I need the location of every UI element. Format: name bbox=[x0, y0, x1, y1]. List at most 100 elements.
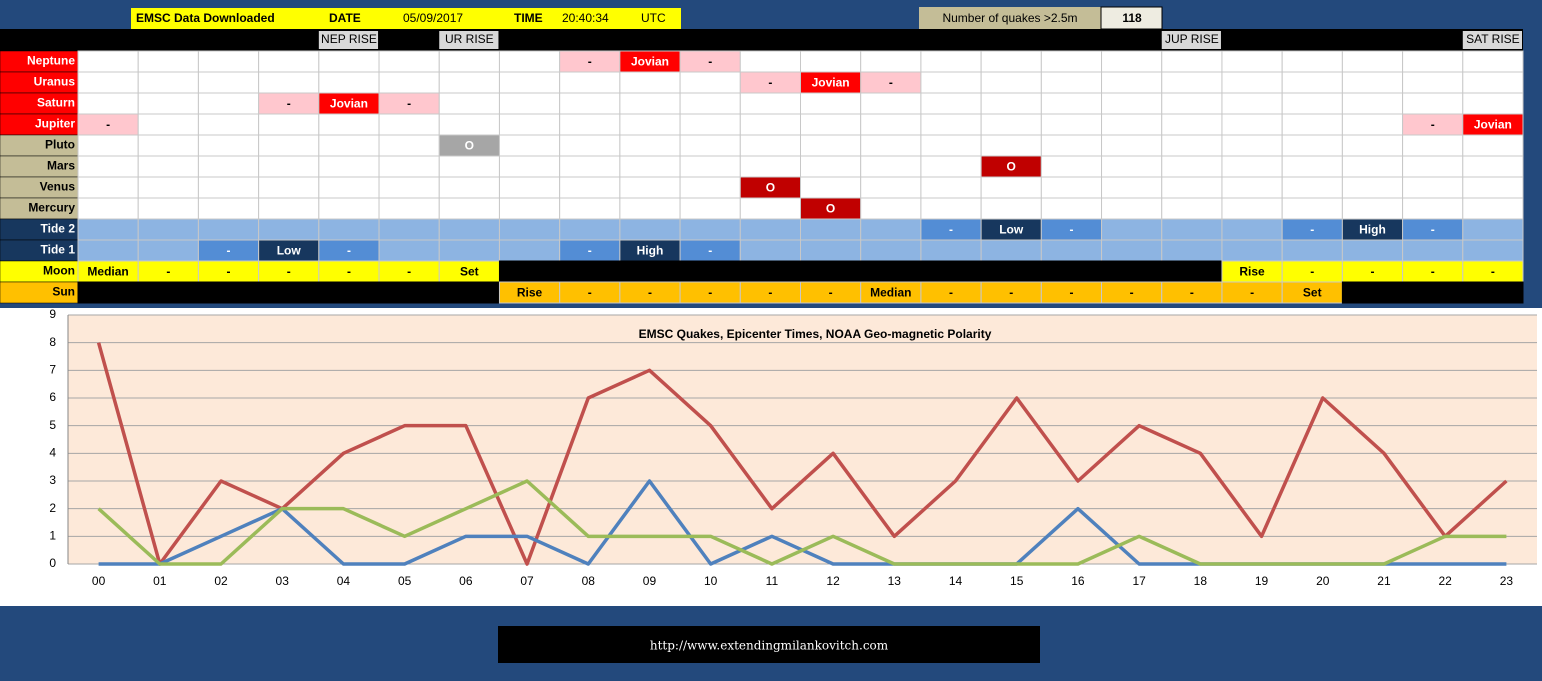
planet-grid: NEP RISE UR RISE JUP RISE SAT RISE Neptune - J… bbox=[0, 31, 1524, 304]
cell-text: Median bbox=[87, 265, 128, 279]
cell bbox=[137, 197, 199, 220]
cell bbox=[318, 134, 380, 157]
cell bbox=[438, 92, 500, 115]
cell bbox=[1221, 113, 1283, 136]
cell bbox=[318, 197, 380, 220]
cell bbox=[1221, 92, 1283, 115]
cell bbox=[1281, 239, 1343, 262]
cell bbox=[1221, 197, 1283, 220]
cell bbox=[800, 239, 862, 262]
x-tick-label: 10 bbox=[704, 574, 718, 588]
x-tick-label: 12 bbox=[826, 574, 840, 588]
cell bbox=[77, 176, 139, 199]
cell bbox=[920, 239, 982, 262]
cell bbox=[137, 50, 199, 73]
cell bbox=[498, 218, 561, 241]
cell-text: - bbox=[708, 55, 712, 69]
cell bbox=[378, 176, 440, 199]
cell bbox=[1161, 239, 1223, 262]
cell bbox=[619, 260, 681, 283]
cell bbox=[800, 113, 862, 136]
cell bbox=[1101, 239, 1163, 262]
cell bbox=[1402, 92, 1464, 115]
cell bbox=[1402, 50, 1464, 73]
cell bbox=[1341, 281, 1404, 304]
cell bbox=[77, 71, 139, 94]
cell bbox=[920, 92, 982, 115]
rise-cell bbox=[1161, 31, 1221, 49]
cell bbox=[197, 197, 260, 220]
y-tick-label: 5 bbox=[49, 418, 56, 432]
cell bbox=[318, 176, 380, 199]
cell bbox=[77, 197, 139, 220]
cell bbox=[1402, 155, 1464, 178]
cell bbox=[559, 92, 621, 115]
cell bbox=[619, 113, 681, 136]
cell bbox=[1221, 71, 1283, 94]
cell-text: Jovian bbox=[631, 55, 669, 69]
cell bbox=[860, 50, 922, 73]
cell bbox=[1221, 176, 1283, 199]
y-tick-label: 9 bbox=[49, 307, 56, 321]
cell-text: Median bbox=[870, 286, 911, 300]
cell bbox=[920, 197, 982, 220]
cell bbox=[860, 260, 922, 283]
cell-text: Rise bbox=[517, 286, 543, 300]
x-tick-label: 06 bbox=[459, 574, 473, 588]
cell bbox=[980, 176, 1042, 199]
cell bbox=[1341, 113, 1404, 136]
cell bbox=[920, 71, 982, 94]
cell bbox=[1341, 50, 1404, 73]
cell bbox=[1161, 71, 1223, 94]
x-tick-label: 04 bbox=[337, 574, 351, 588]
cell bbox=[197, 71, 260, 94]
cell bbox=[679, 71, 741, 94]
x-tick-label: 23 bbox=[1500, 574, 1514, 588]
x-tick-label: 15 bbox=[1010, 574, 1024, 588]
cell bbox=[1462, 239, 1524, 262]
cell bbox=[258, 71, 320, 94]
y-tick-label: 8 bbox=[49, 335, 56, 349]
cell bbox=[77, 134, 139, 157]
y-tick-label: 1 bbox=[49, 529, 56, 543]
cell bbox=[980, 71, 1042, 94]
cell bbox=[1341, 134, 1404, 157]
cell bbox=[498, 113, 561, 136]
cell bbox=[980, 134, 1042, 157]
chart-title: EMSC Quakes, Epicenter Times, NOAA Geo-m… bbox=[639, 327, 992, 341]
cell-text: - bbox=[829, 286, 833, 300]
footer-box bbox=[498, 626, 1040, 663]
cell bbox=[739, 239, 802, 262]
cell bbox=[197, 92, 260, 115]
cell bbox=[619, 197, 681, 220]
row-label: Pluto bbox=[45, 138, 75, 152]
cell bbox=[1462, 134, 1524, 157]
cell-text: - bbox=[227, 265, 231, 279]
series-line bbox=[97, 479, 1507, 566]
cell bbox=[318, 50, 380, 73]
row-label: Sun bbox=[52, 285, 75, 299]
cell bbox=[920, 113, 982, 136]
cell bbox=[1221, 218, 1283, 241]
rise-label: SAT RISE bbox=[1466, 32, 1520, 46]
cell bbox=[438, 71, 500, 94]
cell bbox=[679, 260, 741, 283]
cell bbox=[619, 218, 681, 241]
cell bbox=[197, 155, 260, 178]
cell bbox=[77, 155, 139, 178]
cell-text: - bbox=[588, 286, 592, 300]
x-tick-label: 21 bbox=[1377, 574, 1391, 588]
cell bbox=[1402, 71, 1464, 94]
cell bbox=[1462, 176, 1524, 199]
cell bbox=[619, 71, 681, 94]
cell-text: - bbox=[347, 244, 351, 258]
cell-text: Low bbox=[999, 223, 1024, 237]
cell bbox=[860, 113, 922, 136]
cell bbox=[1040, 260, 1103, 283]
cell bbox=[679, 197, 741, 220]
cell bbox=[498, 71, 561, 94]
header-box bbox=[131, 8, 681, 29]
rise-label: NEP RISE bbox=[321, 32, 377, 46]
cell bbox=[498, 260, 561, 283]
